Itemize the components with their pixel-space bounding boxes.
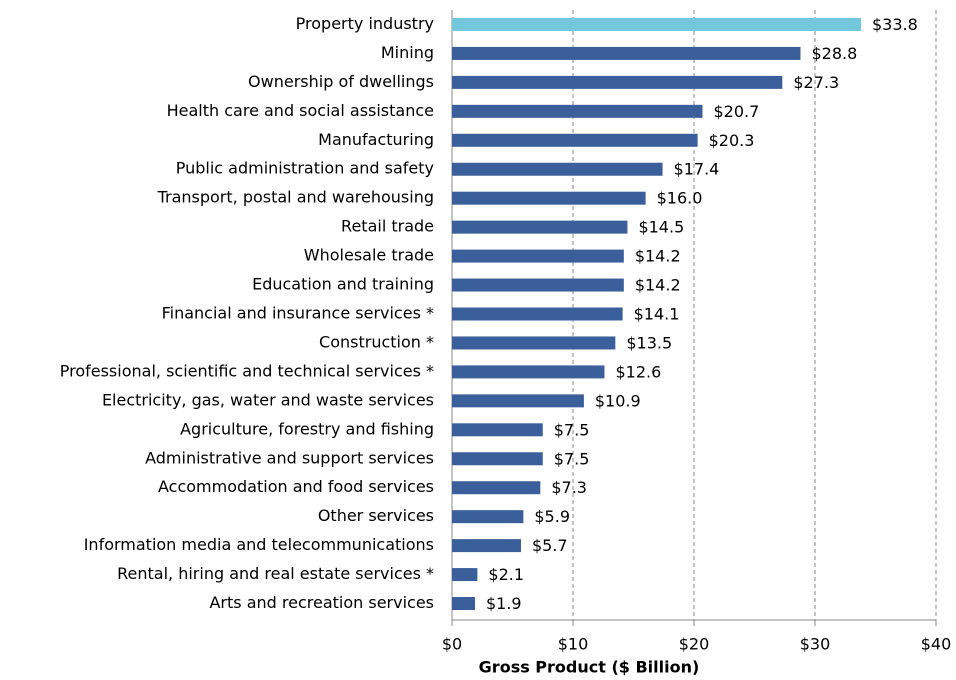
x-tick-label: $10 (558, 635, 589, 654)
bar (452, 17, 861, 31)
y-tick-label: Public administration and safety (176, 159, 434, 178)
y-tick-label: Agriculture, forestry and fishing (180, 419, 434, 438)
y-tick-label: Information media and telecommunications (84, 535, 434, 554)
y-tick-label: Professional, scientific and technical s… (60, 361, 434, 380)
data-label: $17.4 (674, 160, 720, 179)
y-tick-label: Electricity, gas, water and waste servic… (102, 390, 434, 409)
bar (452, 510, 524, 524)
y-tick-label: Arts and recreation services (209, 593, 434, 612)
bar (452, 220, 628, 234)
bar (452, 162, 663, 176)
data-label: $27.3 (793, 73, 839, 92)
data-label: $1.9 (486, 594, 522, 613)
y-tick-label: Other services (318, 506, 434, 525)
data-label: $7.5 (554, 420, 590, 439)
bar (452, 365, 605, 379)
data-label: $5.9 (534, 507, 570, 526)
x-tick-label: $0 (442, 635, 462, 654)
y-tick-label: Administrative and support services (145, 448, 434, 467)
bar (452, 336, 616, 350)
bar (452, 75, 783, 89)
bar (452, 423, 543, 437)
bar (452, 46, 801, 60)
y-tick-label: Manufacturing (318, 130, 434, 149)
data-label: $20.3 (709, 131, 755, 150)
y-tick-label: Transport, postal and warehousing (157, 188, 434, 207)
y-tick-label: Health care and social assistance (167, 101, 434, 120)
data-label: $2.1 (488, 565, 524, 584)
bar (452, 278, 624, 292)
y-tick-label: Financial and insurance services * (162, 304, 434, 323)
data-label: $7.5 (554, 449, 590, 468)
bar (452, 307, 623, 321)
y-tick-label: Education and training (252, 275, 434, 294)
data-label: $28.8 (811, 44, 857, 63)
data-label: $5.7 (532, 536, 568, 555)
y-tick-label: Mining (381, 43, 434, 62)
y-tick-label: Ownership of dwellings (248, 72, 434, 91)
data-label: $10.9 (595, 391, 641, 410)
y-tick-label: Property industry (296, 14, 434, 33)
x-axis-title: Gross Product ($ Billion) (479, 658, 700, 677)
data-label: $7.3 (551, 478, 587, 497)
y-tick-label: Wholesale trade (304, 246, 434, 265)
bar (452, 394, 584, 408)
y-tick-label: Rental, hiring and real estate services … (117, 564, 434, 583)
bar (452, 452, 543, 466)
data-label: $12.6 (615, 362, 661, 381)
data-label: $14.1 (634, 305, 680, 324)
bar (452, 568, 478, 582)
bar (452, 597, 475, 611)
data-label: $33.8 (872, 15, 918, 34)
data-label: $20.7 (713, 102, 759, 121)
data-label: $14.2 (635, 247, 681, 266)
bar (452, 539, 521, 553)
x-tick-label: $30 (800, 635, 831, 654)
bar (452, 191, 646, 205)
y-tick-label: Construction * (319, 332, 434, 351)
data-label: $13.5 (626, 333, 672, 352)
data-label: $16.0 (657, 189, 703, 208)
y-tick-label: Retail trade (341, 217, 434, 236)
bar (452, 249, 624, 263)
y-tick-label: Accommodation and food services (158, 477, 434, 496)
data-label: $14.2 (635, 276, 681, 295)
x-tick-label: $40 (921, 635, 952, 654)
x-tick-label: $20 (679, 635, 710, 654)
bar (452, 133, 698, 147)
bar (452, 481, 541, 495)
data-label: $14.5 (638, 218, 684, 237)
bar (452, 104, 703, 118)
